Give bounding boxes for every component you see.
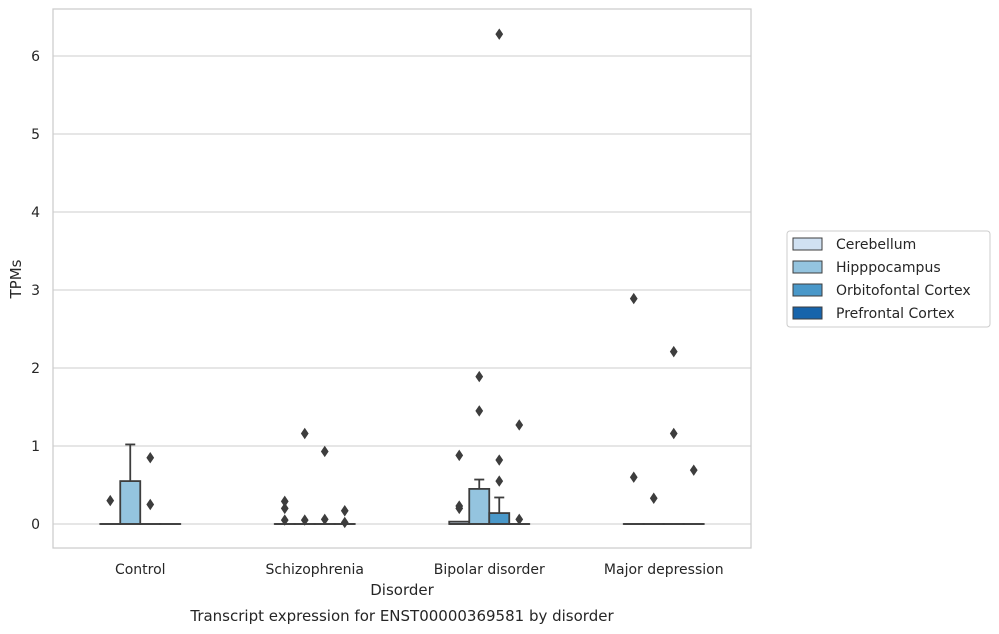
box-group: [448, 449, 471, 525]
outlier-point: [280, 495, 289, 508]
x-axis-title: Disorder: [370, 581, 434, 599]
x-tick-label: Control: [115, 562, 166, 578]
box-group: [642, 492, 665, 525]
box-group: [119, 443, 142, 525]
y-tick-label: 4: [31, 205, 40, 221]
legend-swatch: [792, 260, 823, 274]
outlier-point: [649, 492, 658, 504]
outlier-point: [280, 502, 289, 515]
x-tick-label: Schizophrenia: [266, 562, 364, 578]
box-group: [468, 370, 491, 525]
x-tick-label: Bipolar disorder: [434, 562, 545, 578]
outlier-point: [340, 516, 349, 529]
outlier-point: [495, 454, 504, 466]
outlier-point: [629, 292, 638, 305]
box-group: [293, 427, 316, 526]
legend-swatch: [792, 237, 823, 251]
outlier-point: [689, 464, 698, 476]
outlier-point: [300, 427, 309, 440]
outlier-point: [629, 471, 638, 483]
box-group: [333, 505, 356, 529]
grid: [53, 55, 751, 525]
y-tick-label: 2: [31, 361, 40, 377]
box-group: [488, 28, 511, 525]
chart-caption: Transcript expression for ENST0000036958…: [189, 607, 614, 625]
x-tick-label: Major depression: [604, 562, 724, 578]
outlier-point: [495, 28, 504, 40]
box-group: [508, 419, 531, 526]
box-group: [682, 464, 705, 525]
box: [119, 480, 142, 525]
outlier-point: [475, 405, 484, 417]
outlier-point: [146, 451, 155, 464]
outlier-point: [300, 514, 309, 526]
y-tick-label: 3: [31, 283, 40, 299]
legend-frame: [786, 230, 991, 328]
box-group: [99, 494, 122, 525]
y-tick-label: 5: [31, 127, 40, 143]
box-group: [273, 495, 296, 526]
boxes: [99, 28, 705, 529]
plot-frame: [52, 8, 752, 549]
box-group: [662, 345, 685, 525]
outlier-point: [146, 498, 155, 511]
legend-label: Orbitofontal Cortex: [836, 283, 971, 299]
y-tick-labels: 0 1 2 3 4 5 6: [31, 49, 40, 533]
box-group: [139, 451, 162, 525]
outlier-point: [280, 514, 289, 526]
legend-label: Cerebellum: [836, 237, 916, 253]
outlier-point: [669, 345, 678, 358]
box: [488, 512, 511, 525]
legend-label: Hipppocampus: [836, 260, 941, 276]
legend: Cerebellum Hipppocampus Orbitofontal Corte…: [786, 230, 991, 328]
legend-label: Prefrontal Cortex: [836, 306, 955, 322]
outlier-point: [455, 449, 464, 462]
box: [468, 487, 491, 525]
outlier-point: [106, 494, 115, 507]
x-tick-labels: Control Schizophrenia Bipolar disorder Majo…: [115, 562, 724, 578]
y-tick-label: 6: [31, 49, 40, 65]
outlier-point: [495, 475, 504, 487]
y-tick-label: 0: [31, 517, 40, 533]
outlier-point: [455, 502, 464, 515]
outlier-point: [475, 370, 484, 383]
y-axis-title: TPMs: [7, 259, 25, 299]
outlier-point: [340, 505, 349, 517]
outlier-point: [515, 513, 524, 526]
y-tick-label: 1: [31, 439, 40, 455]
outlier-point: [320, 513, 329, 526]
outlier-point: [320, 445, 329, 458]
box-group: [622, 292, 645, 525]
box-group: [313, 445, 336, 526]
legend-swatch: [792, 283, 823, 297]
outlier-point: [515, 419, 524, 431]
outlier-point: [669, 427, 678, 440]
legend-swatch: [792, 306, 823, 320]
